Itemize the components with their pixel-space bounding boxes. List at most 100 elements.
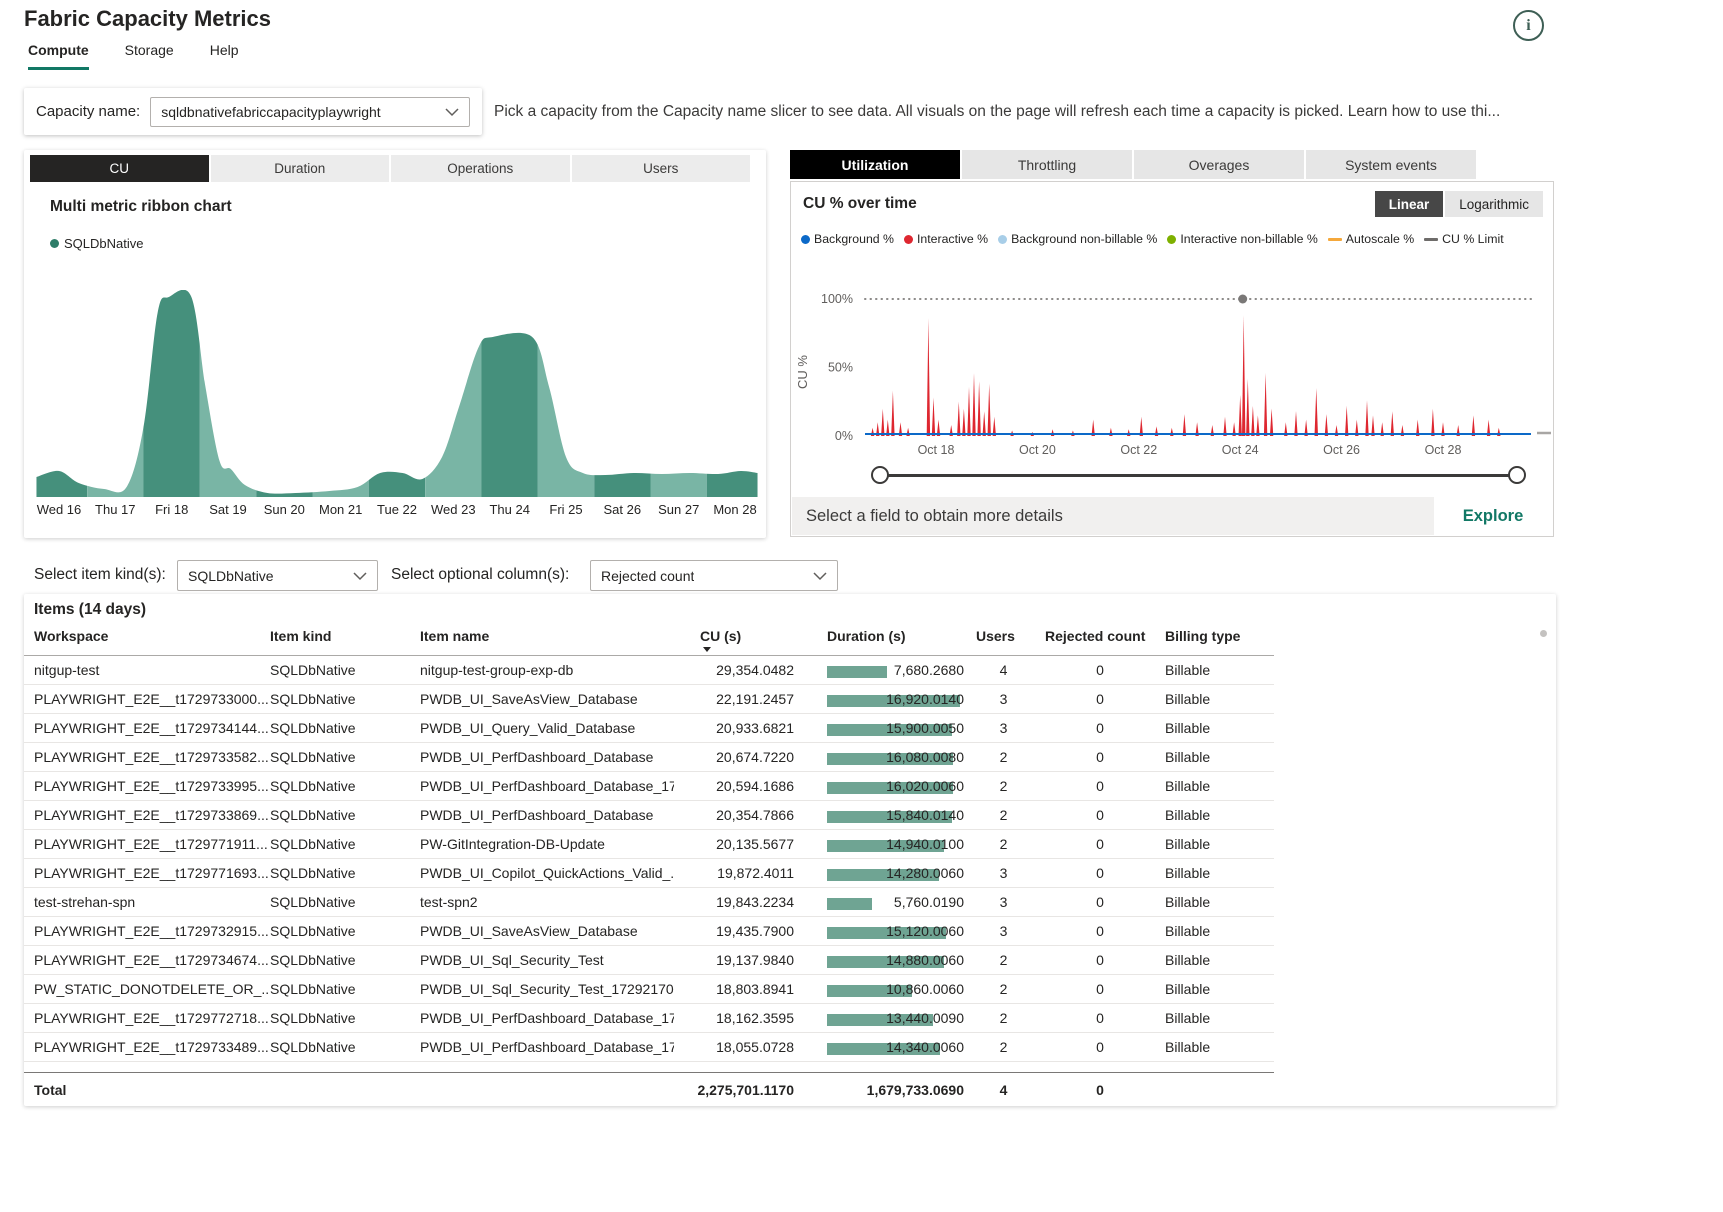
svg-text:Tue 22: Tue 22 [377,502,417,517]
duration-value: 16,080.0080 [886,749,964,765]
column-header-users[interactable]: Users [976,628,1015,644]
table-row[interactable]: PLAYWRIGHT_E2E__t1729734674... SQLDbNativ… [24,946,1274,975]
legend-item-autoscale[interactable]: Autoscale % [1327,232,1414,246]
cell-billing-type: Billable [1165,952,1211,968]
ribbon-legend-item[interactable]: SQLDbNative [50,236,143,251]
cell-cu: 18,803.8941 [716,981,794,997]
cell-rejected-count: 0 [1096,720,1104,736]
table-row[interactable]: PW_STATIC_DONOTDELETE_OR_... SQLDbNative P… [24,975,1274,1004]
duration-data-bar [827,695,960,707]
slider-handle-left[interactable] [871,466,889,484]
time-range-slider [791,463,1555,489]
legend-dot [50,239,59,248]
chevron-down-icon [445,104,459,120]
tab-compute[interactable]: Compute [28,42,89,70]
column-header-workspace[interactable]: Workspace [34,628,109,644]
linear-button[interactable]: Linear [1374,191,1444,217]
table-row[interactable]: PLAYWRIGHT_E2E__t1729733489... SQLDbNativ… [24,1033,1274,1062]
logarithmic-button[interactable]: Logarithmic [1445,191,1543,217]
tab-operations[interactable]: Operations [391,155,570,182]
cell-users: 2 [999,778,1008,794]
details-footer: Select a field to obtain more details Ex… [792,497,1552,535]
legend-item-interactive[interactable]: Interactive % [903,232,988,246]
legend-item-cu-limit[interactable]: CU % Limit [1424,232,1504,246]
cell-item-name: PWDB_UI_PerfDashboard_Database [420,749,654,765]
table-row[interactable]: PLAYWRIGHT_E2E__t1729732915... SQLDbNativ… [24,917,1274,946]
column-header-rejected-count[interactable]: Rejected count [1045,628,1146,644]
svg-text:Thu 17: Thu 17 [95,502,135,517]
cell-duration: 14,880.0060 [827,952,964,968]
legend-item-background[interactable]: Background % [801,232,894,246]
cell-item-name: PWDB_UI_Sql_Security_Test_172921708... [420,981,674,997]
cell-rejected-count: 0 [1096,865,1104,881]
cell-item-kind: SQLDbNative [270,1039,356,1055]
column-header-billing-type[interactable]: Billing type [1165,628,1241,644]
cell-workspace: PLAYWRIGHT_E2E__t1729733000... [34,691,269,707]
explore-button[interactable]: Explore [1434,497,1552,535]
page-title: Fabric Capacity Metrics [24,6,271,31]
table-row[interactable]: PLAYWRIGHT_E2E__t1729771693... SQLDbNativ… [24,859,1274,888]
cell-item-kind: SQLDbNative [270,778,356,794]
item-kind-dropdown[interactable]: SQLDbNative [177,560,378,591]
cell-billing-type: Billable [1165,662,1211,678]
column-header-item-name[interactable]: Item name [420,628,490,644]
table-row[interactable]: PLAYWRIGHT_E2E__t1729733995... SQLDbNativ… [24,772,1274,801]
tab-throttling[interactable]: Throttling [962,150,1132,179]
svg-text:0%: 0% [835,429,853,443]
duration-data-bar [827,956,944,968]
table-row[interactable]: PLAYWRIGHT_E2E__t1729734144... SQLDbNativ… [24,714,1274,743]
table-row[interactable]: PLAYWRIGHT_E2E__t1729772718... SQLDbNativ… [24,1004,1274,1033]
cell-rejected-count: 0 [1096,923,1104,939]
table-row[interactable]: PLAYWRIGHT_E2E__t1729733869... SQLDbNativ… [24,801,1274,830]
tab-overages[interactable]: Overages [1134,150,1304,179]
tab-system-events[interactable]: System events [1306,150,1476,179]
table-row[interactable]: PLAYWRIGHT_E2E__t1729771911... SQLDbNativ… [24,830,1274,859]
details-hint: Select a field to obtain more details [792,497,1434,535]
slider-track[interactable] [887,474,1517,477]
total-rejected-count: 0 [1096,1081,1104,1098]
cell-item-kind: SQLDbNative [270,662,356,678]
items-table-panel: Items (14 days) Workspace Item kind Item… [24,594,1556,1106]
slider-handle-right[interactable] [1508,466,1526,484]
cell-duration: 14,280.0060 [827,865,964,881]
cell-cu: 19,843.2234 [716,894,794,910]
svg-text:Fri 25: Fri 25 [549,502,582,517]
duration-data-bar [827,927,946,939]
table-row[interactable]: PLAYWRIGHT_E2E__t1729733582... SQLDbNativ… [24,743,1274,772]
item-kind-label: Select item kind(s): [34,566,166,583]
cell-cu: 19,137.9840 [716,952,794,968]
cell-item-kind: SQLDbNative [270,836,356,852]
tab-users[interactable]: Users [571,155,750,182]
cell-rejected-count: 0 [1096,691,1104,707]
chevron-down-icon [813,568,827,584]
tab-cu[interactable]: CU [30,155,209,182]
duration-value: 14,940.0100 [886,836,964,852]
column-header-item-kind[interactable]: Item kind [270,628,332,644]
table-scrollbar-thumb[interactable] [1540,630,1547,637]
capacity-name-value: sqldbnativefabriccapacityplaywright [161,103,381,120]
cell-item-kind: SQLDbNative [270,720,356,736]
column-header-duration[interactable]: Duration (s) [827,628,906,644]
tab-help[interactable]: Help [209,42,239,58]
tab-storage[interactable]: Storage [124,42,174,58]
column-header-cu[interactable]: CU (s) [674,628,794,652]
cell-item-name: test-spn2 [420,894,478,910]
capacity-name-dropdown[interactable]: sqldbnativefabriccapacityplaywright [150,96,470,127]
table-row[interactable]: PLAYWRIGHT_E2E__t1729733000... SQLDbNativ… [24,685,1274,714]
info-icon[interactable]: i [1513,10,1544,41]
legend-item-background-non-billable[interactable]: Background non-billable % [998,232,1157,246]
svg-text:Fri 18: Fri 18 [155,502,188,517]
tab-utilization[interactable]: Utilization [790,150,960,179]
table-row[interactable]: test-strehan-spn SQLDbNative test-spn2 19,8… [24,888,1274,917]
tab-duration[interactable]: Duration [210,155,389,182]
cell-users: 3 [999,865,1008,881]
cell-item-name: PWDB_UI_Sql_Security_Test [420,952,604,968]
table-total-row: Total 2,275,701.1170 1,679,733.0690 4 0 [24,1072,1274,1106]
optional-columns-dropdown[interactable]: Rejected count [590,560,838,591]
cell-workspace: PLAYWRIGHT_E2E__t1729733995... [34,778,269,794]
legend-item-interactive-non-billable[interactable]: Interactive non-billable % [1167,232,1318,246]
table-row [24,1062,1274,1072]
table-row[interactable]: nitgup-test SQLDbNative nitgup-test-group-… [24,656,1274,685]
table-header-row: Workspace Item kind Item name CU (s) Dur… [24,622,1274,656]
cell-workspace: PLAYWRIGHT_E2E__t1729771693... [34,865,269,881]
